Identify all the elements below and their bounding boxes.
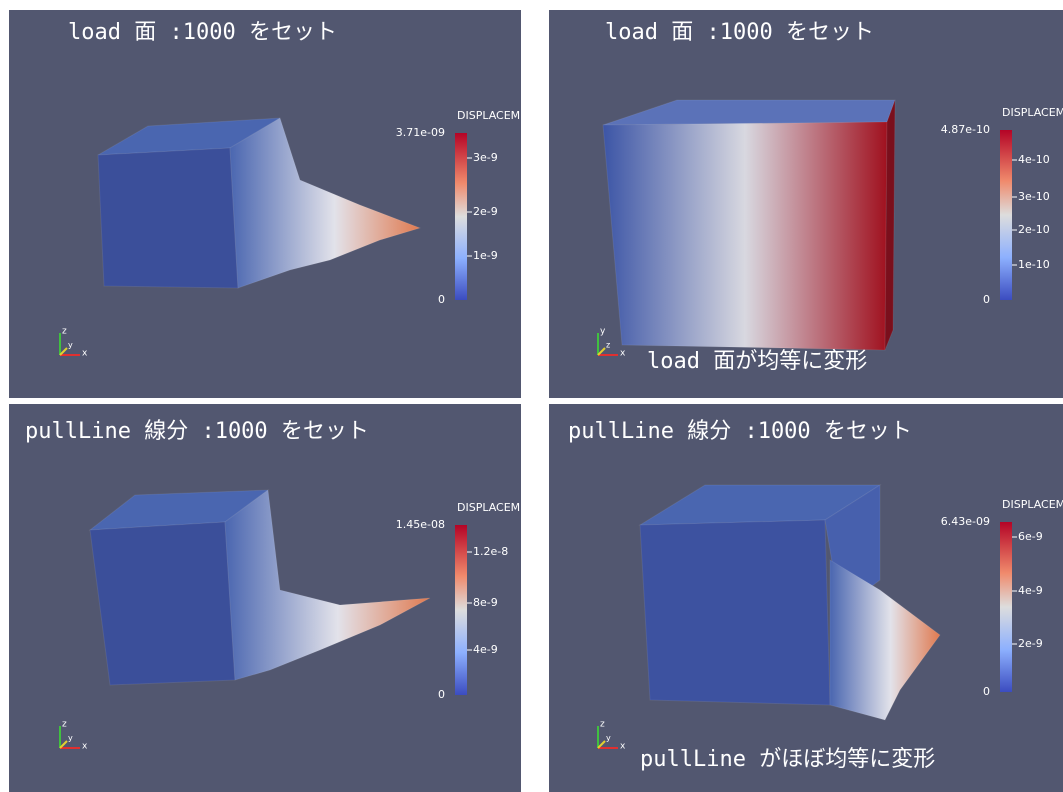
axis-label: z [600,720,605,730]
axis-diag [59,347,68,356]
axis-label: x [82,349,88,359]
axis-diag [597,740,606,749]
axis-label: y [600,327,606,337]
colorbar-tick-label: 1.2e-8 [473,545,508,558]
mesh-face [884,99,896,351]
view-content: load 面 :1000 をセット DISPLACEMENT 3.71e-09 0 3e… [59,20,542,359]
render-view: load 面 :1000 をセット load 面が均等に変形 DISPLACEMEN… [549,10,1063,398]
colorbar-min: 0 [438,293,445,306]
colorbar-max: 6.43e-09 [941,515,990,528]
colorbar-title: DISPLACEMENT [457,501,542,514]
mesh-face [97,147,239,289]
colorbar [455,133,467,300]
colorbar-tick-label: 3e-9 [473,151,498,164]
mesh-face [229,117,422,289]
colorbar-tick-label: 8e-9 [473,596,498,609]
view-content: load 面 :1000 をセット load 面が均等に変形 DISPLACEMEN… [597,20,1063,374]
mesh-face [602,121,888,351]
colorbar-tick-label: 4e-9 [1018,584,1043,597]
axis-label: y [606,734,611,743]
mesh-face [829,559,941,721]
annotation: load 面が均等に変形 [647,349,867,374]
colorbar-title: DISPLACEMENT [1002,498,1063,511]
axis-label: z [62,327,67,337]
colorbar-max: 4.87e-10 [941,123,990,136]
axis-label: z [62,720,67,730]
view-content: pullLine 線分 :1000 をセット DISPLACEMENT 1.45e-… [25,419,542,752]
colorbar-min: 0 [438,688,445,701]
axis-label: y [68,341,73,350]
mesh-face [639,519,831,706]
axis-diag [597,347,606,356]
colorbar-tick-label: 2e-10 [1018,223,1050,236]
view-content: pullLine 線分 :1000 をセット pullLine がほぼ均等に変形 D… [568,419,1063,772]
colorbar-max: 1.45e-08 [396,518,445,531]
colorbar [1000,522,1012,692]
view-title: pullLine 線分 :1000 をセット [568,419,912,444]
colorbar-tick-label: 3e-10 [1018,190,1050,203]
colorbar-tick-label: 4e-9 [473,643,498,656]
axis-label: x [82,742,88,752]
colorbar-tick-label: 2e-9 [473,205,498,218]
colorbar-title: DISPLACEMENT [457,109,542,122]
view-title: pullLine 線分 :1000 をセット [25,419,369,444]
axis-diag [59,740,68,749]
colorbar [1000,130,1012,300]
colorbar-min: 0 [983,293,990,306]
render-view: pullLine 線分 :1000 をセット pullLine がほぼ均等に変形 D… [549,404,1063,792]
mesh-face [89,521,236,686]
colorbar-tick-label: 2e-9 [1018,637,1043,650]
view-title: load 面 :1000 をセット [68,20,337,45]
colorbar-tick-label: 1e-10 [1018,258,1050,271]
colorbar-tick-label: 6e-9 [1018,530,1043,543]
mesh-face [224,489,431,681]
colorbar-max: 3.71e-09 [396,126,445,139]
axis-label: x [620,742,626,752]
axis-label: y [68,734,73,743]
render-view: load 面 :1000 をセット DISPLACEMENT 3.71e-09 0 3e… [9,10,542,398]
colorbar-tick-label: 4e-10 [1018,153,1050,166]
axis-label: x [620,349,626,359]
colorbar [455,525,467,695]
render-view: pullLine 線分 :1000 をセット DISPLACEMENT 1.45e-… [9,404,542,792]
colorbar-tick-label: 1e-9 [473,249,498,262]
colorbar-title: DISPLACEMENT [1002,106,1063,119]
axis-label: z [606,341,610,350]
view-title: load 面 :1000 をセット [605,20,874,45]
colorbar-min: 0 [983,685,990,698]
annotation: pullLine がほぼ均等に変形 [640,747,935,772]
